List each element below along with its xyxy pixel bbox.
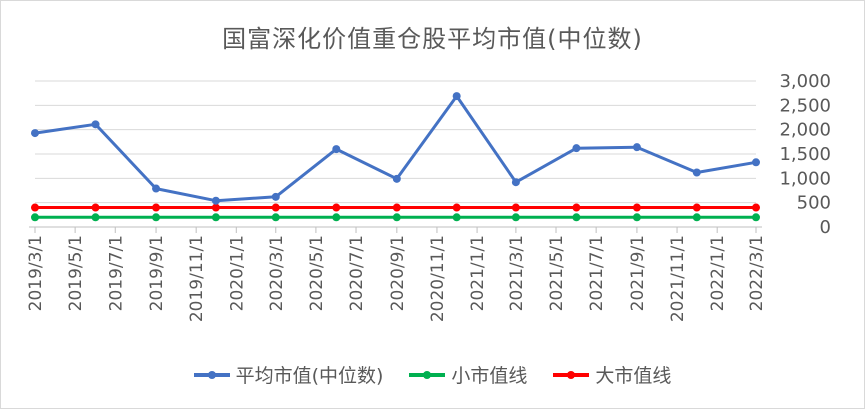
data-point[interactable] (271, 192, 280, 201)
data-point[interactable] (752, 158, 760, 167)
x-tick-label: 2021/7/1 (587, 235, 607, 311)
y-tick-label: 3,000 (779, 71, 831, 92)
series-lines (31, 92, 760, 222)
data-point[interactable] (452, 92, 461, 101)
data-point[interactable] (91, 120, 100, 129)
data-point[interactable] (392, 174, 401, 183)
legend-label-average: 平均市值(中位数) (235, 365, 384, 387)
x-tick-label: 2021/5/1 (547, 235, 567, 311)
data-point[interactable] (692, 213, 701, 222)
data-point[interactable] (692, 168, 701, 177)
chart-title: 国富深化价值重仓股平均市值(中位数) (222, 25, 643, 53)
y-tick-label: 0 (820, 217, 831, 238)
data-point[interactable] (271, 203, 280, 212)
data-point[interactable] (332, 145, 341, 154)
y-axis-labels: 0 500 1,000 1,500 2,000 2,500 3,000 (779, 71, 831, 238)
x-tick-label: 2020/1/1 (227, 235, 247, 311)
data-point[interactable] (392, 213, 401, 222)
x-tick-label: 2020/3/1 (267, 235, 287, 311)
legend-marker-small-cap (423, 370, 432, 379)
data-point[interactable] (31, 129, 39, 138)
legend-label-small-cap: 小市值线 (451, 365, 528, 387)
legend-item-average[interactable]: 平均市值(中位数) (193, 361, 384, 388)
data-point[interactable] (632, 143, 641, 152)
data-point[interactable] (452, 213, 461, 222)
legend-marker-average (207, 370, 216, 379)
x-axis (29, 226, 762, 233)
legend-item-large-cap[interactable]: 大市值线 (553, 361, 671, 388)
data-point[interactable] (332, 213, 341, 222)
data-point[interactable] (632, 213, 641, 222)
x-tick-label: 2019/11/1 (187, 235, 207, 322)
data-point[interactable] (752, 203, 760, 212)
x-tick-label: 2022/1/1 (708, 235, 728, 311)
data-point[interactable] (572, 203, 581, 212)
data-point[interactable] (572, 144, 581, 153)
data-point[interactable] (152, 213, 161, 222)
data-point[interactable] (452, 203, 461, 212)
data-point[interactable] (91, 203, 100, 212)
data-point[interactable] (511, 203, 520, 212)
x-tick-label: 2019/7/1 (106, 235, 126, 311)
y-tick-label: 2,500 (779, 95, 831, 116)
grid-lines (35, 80, 756, 204)
x-axis-labels: 2019/3/1 2019/5/1 2019/7/1 2019/9/1 2019/11/… (26, 235, 767, 322)
data-point[interactable] (31, 213, 39, 222)
data-point[interactable] (271, 213, 280, 222)
legend-swatch-small-cap (409, 370, 446, 380)
data-point[interactable] (332, 203, 341, 212)
data-point[interactable] (152, 184, 161, 193)
x-tick-label: 2020/5/1 (307, 235, 327, 311)
x-tick-label: 2021/9/1 (628, 235, 648, 311)
data-point[interactable] (692, 203, 701, 212)
x-tick-label: 2021/1/1 (468, 235, 488, 311)
y-tick-label: 1,000 (779, 168, 831, 189)
x-tick-label: 2019/5/1 (66, 235, 86, 311)
legend-marker-large-cap (567, 370, 576, 379)
series-2 (31, 203, 760, 212)
x-tick-label: 2019/9/1 (147, 235, 167, 311)
x-tick-label: 2020/7/1 (347, 235, 367, 311)
data-point[interactable] (211, 213, 220, 222)
y-tick-label: 500 (797, 193, 831, 214)
data-point[interactable] (511, 178, 520, 187)
data-point[interactable] (392, 203, 401, 212)
legend: 平均市值(中位数) 小市值线 大市值线 (1, 361, 864, 388)
data-point[interactable] (152, 203, 161, 212)
y-tick-label: 1,500 (779, 144, 831, 165)
data-point[interactable] (31, 203, 39, 212)
x-tick-label: 2019/3/1 (26, 235, 46, 311)
legend-label-large-cap: 大市值线 (595, 365, 672, 387)
x-tick-label: 2020/11/1 (428, 235, 448, 322)
x-tick-label: 2020/9/1 (388, 235, 408, 311)
data-point[interactable] (511, 213, 520, 222)
data-point[interactable] (211, 203, 220, 212)
series-1 (31, 213, 760, 222)
legend-swatch-average (193, 370, 230, 380)
data-point[interactable] (91, 213, 100, 222)
x-tick-label: 2021/3/1 (507, 235, 527, 311)
data-point[interactable] (632, 203, 641, 212)
data-point[interactable] (572, 213, 581, 222)
data-point[interactable] (752, 213, 760, 222)
series-line (33, 94, 758, 203)
x-tick-label: 2022/3/1 (747, 235, 767, 311)
y-tick-label: 2,000 (779, 120, 831, 141)
legend-swatch-large-cap (553, 370, 590, 380)
legend-item-small-cap[interactable]: 小市值线 (409, 361, 527, 388)
x-tick-label: 2021/11/1 (668, 235, 688, 322)
series-0 (31, 92, 760, 205)
data-point[interactable] (211, 196, 220, 205)
